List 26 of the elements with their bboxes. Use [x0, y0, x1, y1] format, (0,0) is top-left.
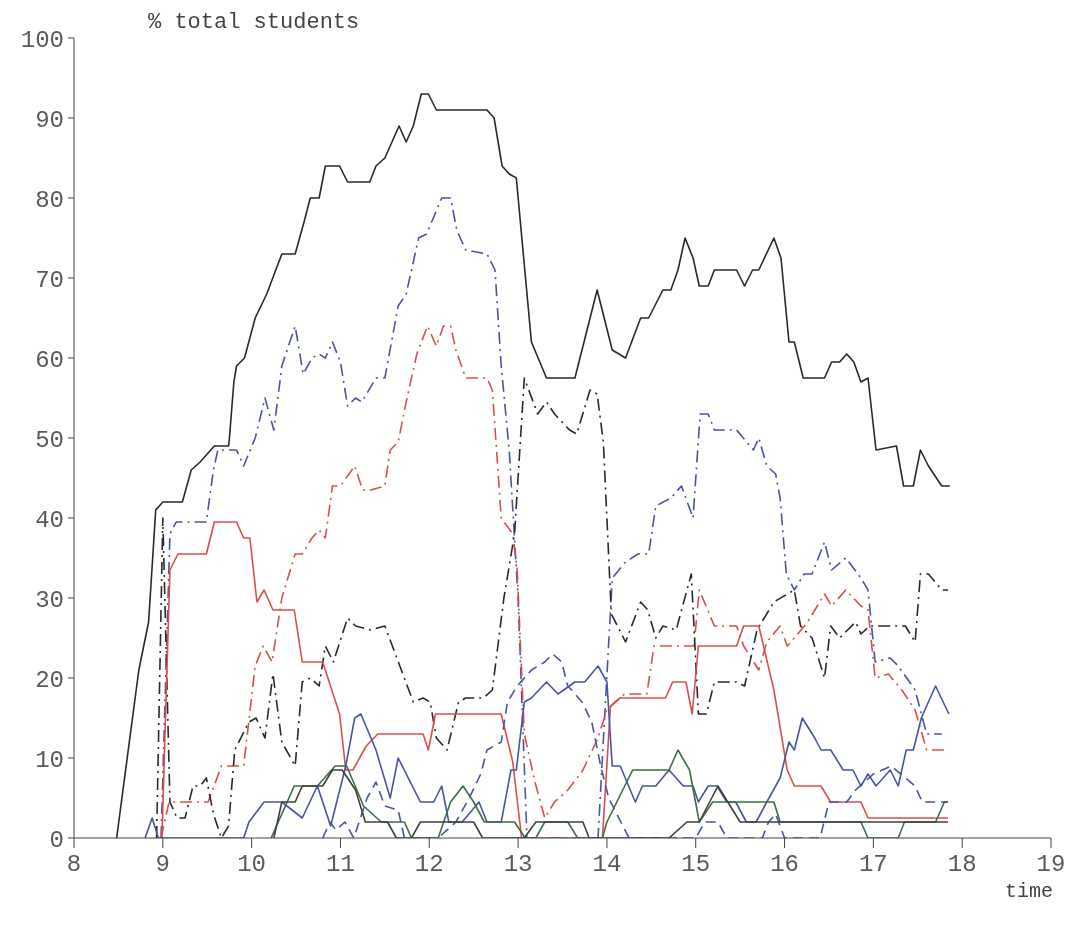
x-tick-label: 16 [770, 851, 799, 879]
x-tick-label: 14 [592, 851, 622, 879]
x-tick-label: 13 [503, 851, 533, 879]
y-tick-label: 60 [35, 346, 64, 374]
x-tick-label: 9 [155, 851, 171, 879]
x-tick-label: 19 [1036, 851, 1066, 879]
y-tick-label: 40 [35, 506, 64, 534]
y-tick-label: 0 [49, 826, 64, 854]
x-axis-title: time [1004, 880, 1053, 903]
y-tick-label: 20 [35, 666, 64, 694]
y-tick-label: 50 [35, 426, 64, 454]
line-series [115, 93, 951, 838]
y-axis-title: % total students [148, 10, 360, 35]
y-tick-label: 10 [35, 746, 64, 774]
y-tick-label: 30 [35, 586, 64, 614]
x-tick-label: 17 [858, 851, 888, 879]
y-tick-label: 100 [20, 26, 64, 54]
y-tick-label: 80 [35, 186, 64, 214]
x-tick-label: 8 [66, 851, 82, 879]
x-tick-label: 12 [414, 851, 444, 879]
x-tick-label: 15 [681, 851, 711, 879]
y-tick-label: 70 [35, 266, 64, 294]
x-tick-label: 18 [947, 851, 977, 879]
x-tick-label: 11 [326, 851, 355, 879]
y-tick-label: 90 [35, 106, 64, 134]
x-tick-label: 10 [237, 851, 267, 879]
